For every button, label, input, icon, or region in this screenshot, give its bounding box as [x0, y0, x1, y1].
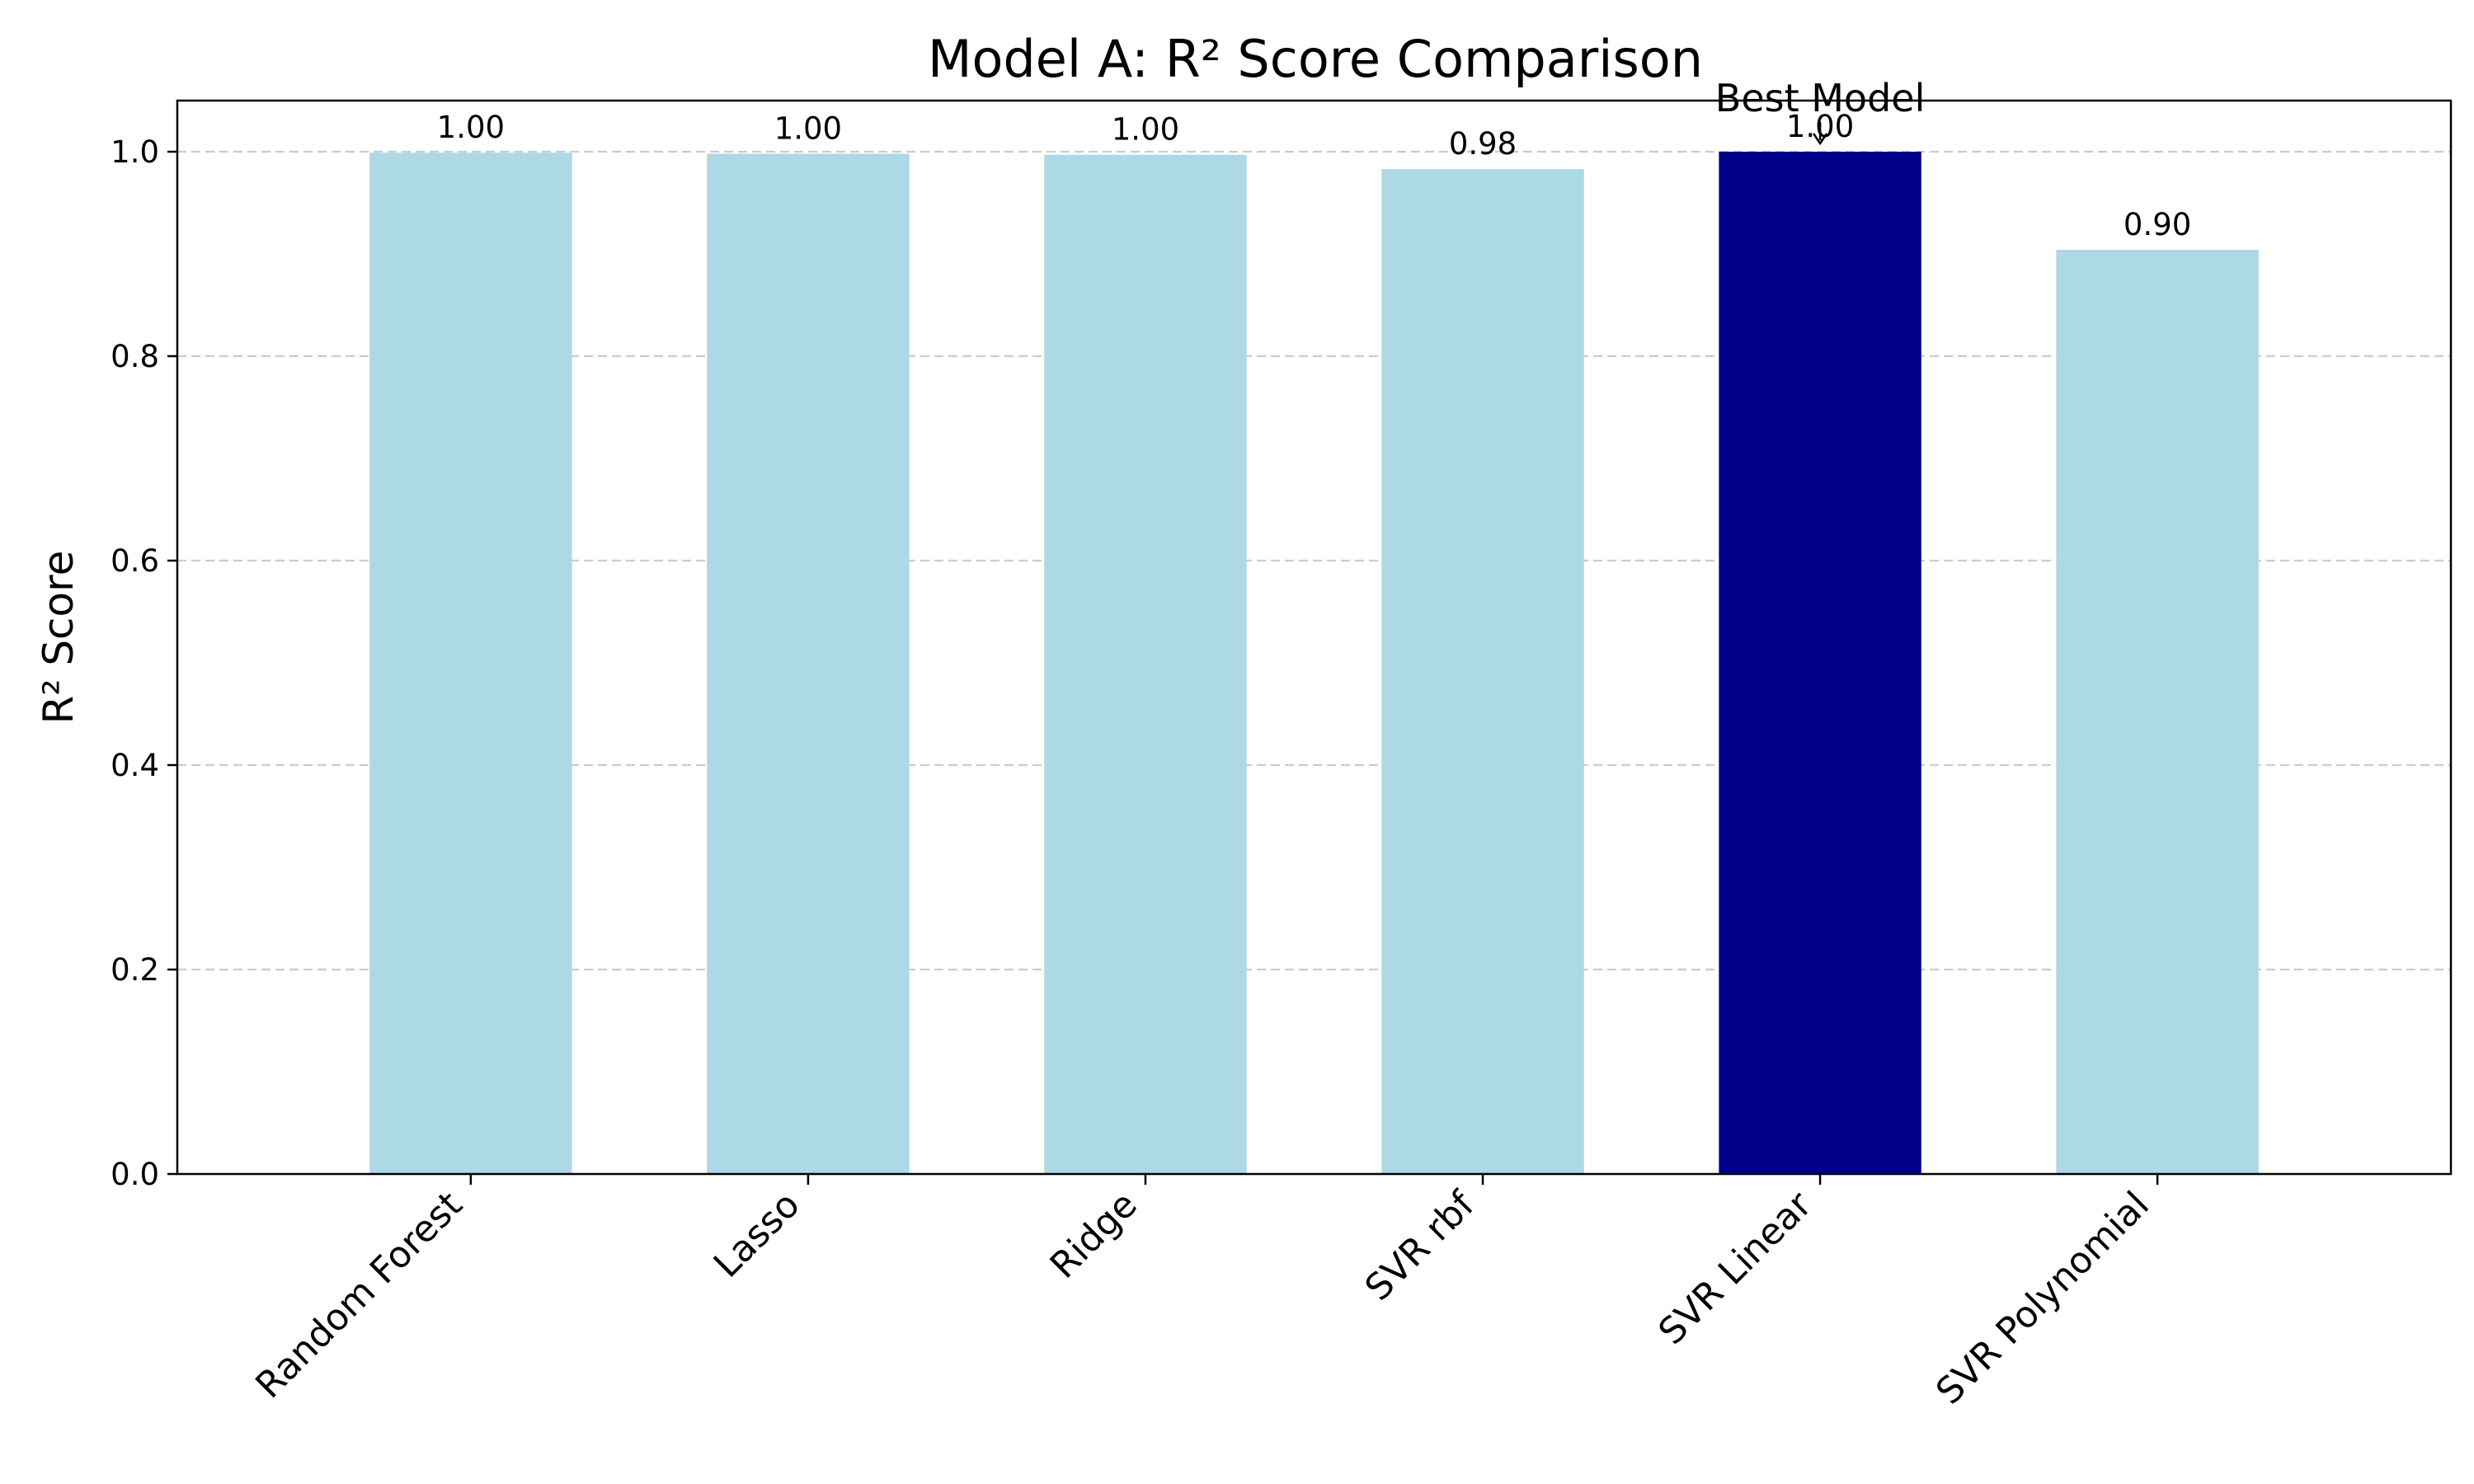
best-model-annotation: Best Model [1715, 76, 1926, 146]
bar [1719, 152, 1921, 1174]
annotation-arrow-head [1813, 133, 1828, 146]
x-axis: Random Forest Lasso Ridge SVR rbf SVR Linear… [247, 1174, 2159, 1413]
bars [369, 152, 2259, 1175]
bar [707, 153, 910, 1175]
bar [1044, 154, 1247, 1175]
x-tick-label: Random Forest [247, 1184, 470, 1407]
y-axis-label: R² Score [35, 551, 82, 725]
bar [2056, 250, 2259, 1174]
data-label: 0.98 [1449, 126, 1517, 162]
y-tick-label: 0.8 [111, 339, 159, 374]
data-label: 1.00 [437, 110, 505, 145]
y-tick-label: 0.4 [111, 748, 159, 783]
data-label: 0.90 [2124, 207, 2191, 242]
y-tick-label: 1.0 [111, 134, 159, 170]
data-label: 1.00 [1112, 112, 1179, 148]
x-tick-label: SVR Polynomial [1928, 1184, 2157, 1413]
x-tick-label: Lasso [706, 1184, 808, 1286]
data-labels: 1.00 1.00 1.00 0.98 1.000.90 [437, 109, 2192, 242]
y-axis: 0.0 0.2 0.4 0.6 0.8 1.0 [111, 134, 177, 1192]
x-tick-label: SVR Linear [1651, 1183, 1821, 1353]
data-label: 1.00 [774, 110, 842, 146]
x-tick-label: Ridge [1042, 1184, 1145, 1287]
y-tick-label: 0.0 [111, 1157, 159, 1192]
chart-title: Model A: R² Score Comparison [928, 29, 1703, 89]
plot-frame [176, 99, 2453, 1176]
y-tick-label: 0.2 [111, 952, 159, 988]
bar [1381, 169, 1584, 1175]
y-tick-label: 0.6 [111, 543, 159, 579]
annotation-text: Best Model [1715, 76, 1926, 120]
x-tick-label: SVR rbf [1357, 1183, 1484, 1309]
bar [369, 153, 572, 1175]
